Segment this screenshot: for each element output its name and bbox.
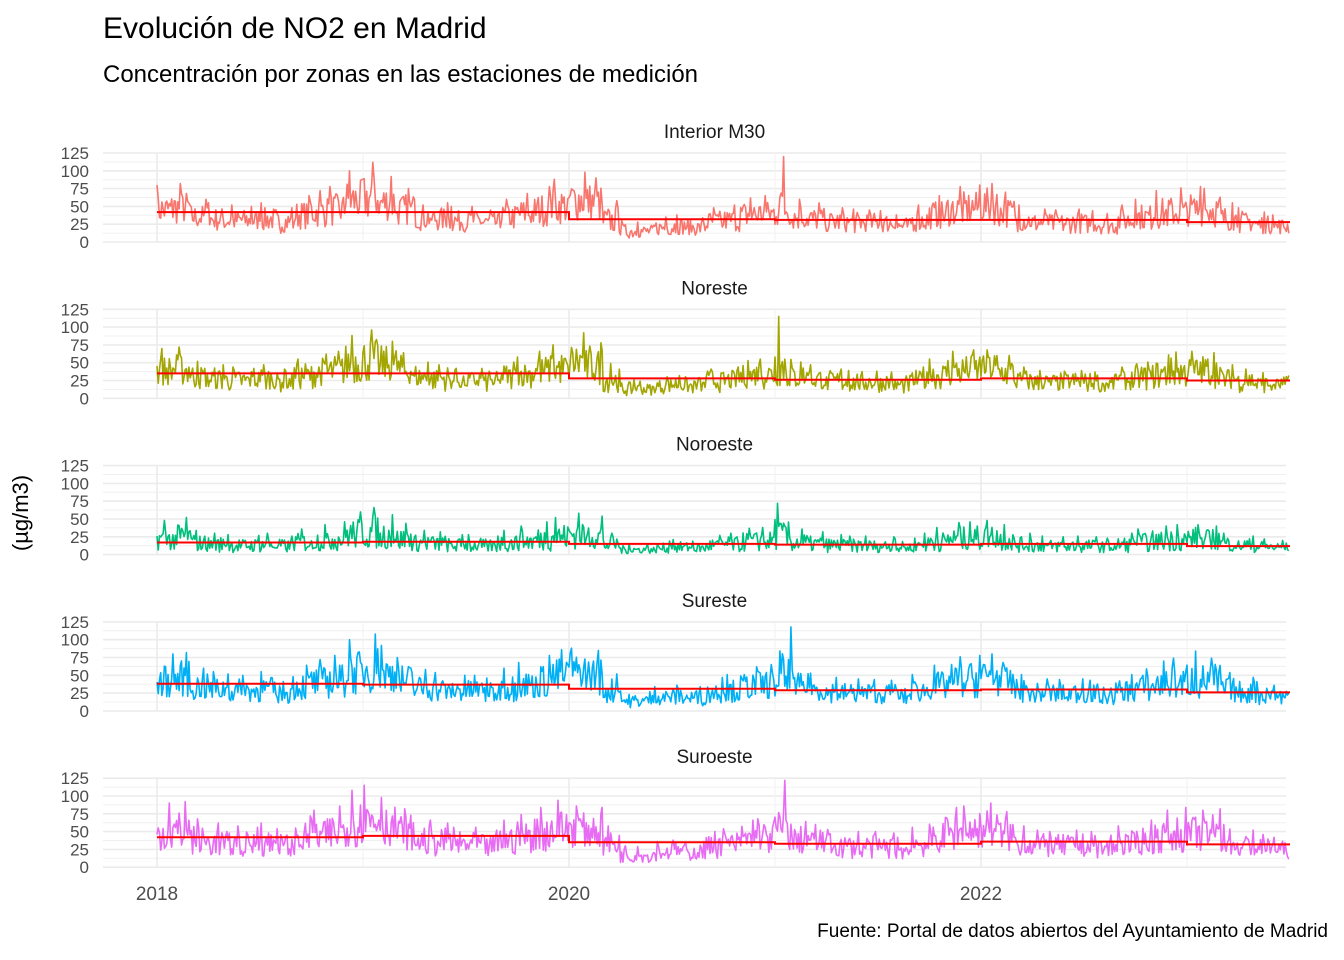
y-tick-label: 0 <box>80 858 89 877</box>
y-tick-label: 100 <box>61 162 89 181</box>
y-tick-label: 50 <box>70 666 89 685</box>
y-tick-label: 100 <box>61 787 89 806</box>
y-tick-label: 0 <box>80 233 89 252</box>
y-tick-label: 25 <box>70 372 89 391</box>
y-tick-label: 100 <box>61 474 89 493</box>
y-tick-label: 50 <box>70 354 89 373</box>
facet-label: Noreste <box>681 278 748 299</box>
y-tick-label: 0 <box>80 702 89 721</box>
y-tick-label: 125 <box>61 457 89 476</box>
y-tick-label: 100 <box>61 631 89 650</box>
y-tick-label: 0 <box>80 546 89 565</box>
y-tick-label: 75 <box>70 336 89 355</box>
series-line <box>156 315 1290 397</box>
y-tick-label: 50 <box>70 197 89 216</box>
facet-label: Suroeste <box>676 747 752 768</box>
x-tick-label: 2022 <box>960 884 1002 905</box>
y-tick-label: 25 <box>70 684 89 703</box>
y-tick-label: 25 <box>70 215 89 234</box>
chart-caption: Fuente: Portal de datos abiertos del Ayu… <box>817 921 1328 942</box>
y-tick-label: 125 <box>61 300 89 319</box>
y-tick-label: 125 <box>61 769 89 788</box>
y-tick-label: 75 <box>70 180 89 199</box>
y-tick-label: 0 <box>80 389 89 408</box>
y-tick-label: 75 <box>70 492 89 511</box>
trend-line <box>157 540 1290 548</box>
y-tick-label: 25 <box>70 840 89 859</box>
y-tick-label: 50 <box>70 823 89 842</box>
facet-label: Noroeste <box>676 435 753 456</box>
trend-line <box>157 372 1290 382</box>
series-line <box>156 626 1290 709</box>
chart-subtitle: Concentración por zonas en las estacione… <box>103 61 699 88</box>
trend-line <box>157 211 1290 224</box>
series-line <box>156 155 1290 239</box>
facet-label: Interior M30 <box>664 122 765 143</box>
facet-label: Sureste <box>682 591 747 612</box>
x-tick-label: 2020 <box>548 884 590 905</box>
y-tick-label: 100 <box>61 318 89 337</box>
y-tick-label: 25 <box>70 528 89 547</box>
y-tick-label: 75 <box>70 805 89 824</box>
y-tick-label: 75 <box>70 649 89 668</box>
trend-line <box>157 682 1290 694</box>
x-tick-label: 2018 <box>136 884 178 905</box>
chart-title: Evolución de NO2 en Madrid <box>103 12 487 45</box>
y-tick-label: 125 <box>61 144 89 163</box>
y-tick-label: 125 <box>61 613 89 632</box>
trend-line <box>157 834 1290 846</box>
y-tick-label: 50 <box>70 510 89 529</box>
